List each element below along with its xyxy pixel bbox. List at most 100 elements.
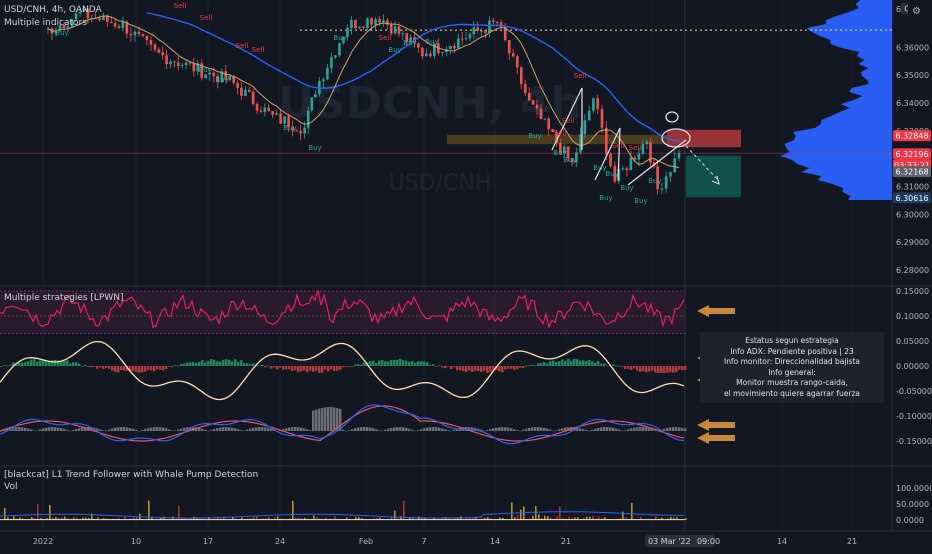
signal-bar <box>210 430 213 431</box>
candle-body <box>165 55 168 64</box>
symbol-title[interactable]: USD/CNH, 4h, OANDA <box>4 4 102 17</box>
momentum-bar <box>198 362 201 366</box>
volume-bar <box>520 510 522 520</box>
momentum-bar <box>630 366 633 370</box>
signal-bar <box>621 431 624 432</box>
momentum-bar <box>111 366 114 371</box>
date-axis-label: 7 <box>421 537 426 546</box>
current-time: 09:00 <box>697 537 720 546</box>
volume-pane-subtitle[interactable]: Vol <box>4 482 17 492</box>
candle-body <box>630 158 633 170</box>
signal-bar <box>504 427 507 431</box>
momentum-bar <box>459 366 462 370</box>
info-line: Monitor muestra rango-caida, <box>702 378 882 389</box>
signal-bar <box>48 427 51 431</box>
indicators-title[interactable]: Multiple indicators <box>4 17 102 30</box>
signal-bar <box>390 428 393 431</box>
signal-bar <box>159 427 162 431</box>
candle-body <box>354 20 357 28</box>
momentum-bar <box>576 359 579 366</box>
momentum-bar <box>549 361 552 366</box>
momentum-bar <box>303 366 306 370</box>
sell-signal: Sell <box>574 72 587 80</box>
buy-signal: Buy <box>425 38 438 46</box>
momentum-bar <box>252 363 255 366</box>
momentum-bar <box>237 362 240 366</box>
signal-bar <box>222 427 225 431</box>
volume-pane-title[interactable]: [blackcat] L1 Trend Follower with Whale … <box>4 470 258 480</box>
candle-body <box>665 176 668 188</box>
candle-body <box>185 63 188 66</box>
momentum-bar <box>249 364 252 366</box>
candle-body <box>248 90 251 92</box>
momentum-bar <box>597 361 600 366</box>
momentum-bar <box>42 360 45 366</box>
signal-bar <box>600 427 603 431</box>
candle-body <box>252 92 255 104</box>
signal-bar <box>27 428 30 431</box>
momentum-bar <box>537 363 540 366</box>
momentum-bar <box>534 365 537 366</box>
signal-bar <box>378 430 381 431</box>
momentum-bar <box>36 362 39 366</box>
signal-bar <box>303 428 306 431</box>
signal-bar <box>684 429 687 431</box>
momentum-bar <box>153 366 156 371</box>
momentum-bar <box>600 364 603 366</box>
candle-body <box>374 19 377 24</box>
candle-body <box>173 61 176 62</box>
signal-bar <box>177 430 180 431</box>
signal-bar <box>261 427 264 431</box>
candle-body <box>350 20 353 28</box>
candle-body <box>240 88 243 96</box>
signal-bar <box>258 427 261 431</box>
momentum-bar <box>0 366 3 367</box>
volume-bar <box>511 502 513 520</box>
signal-bar <box>588 431 591 432</box>
strategy-axis-tick: 0.00000 <box>896 362 929 371</box>
signal-bar <box>243 431 246 432</box>
candle-body <box>322 79 325 81</box>
signal-bar <box>486 430 489 431</box>
signal-bar <box>549 430 552 431</box>
signal-bar <box>669 427 672 431</box>
momentum-bar <box>624 366 627 369</box>
signal-bar <box>66 430 69 431</box>
signal-bar <box>201 429 204 431</box>
momentum-bar <box>234 359 237 366</box>
momentum-bar <box>474 366 477 371</box>
momentum-bar <box>654 366 657 373</box>
momentum-bar <box>132 366 135 371</box>
momentum-bar <box>678 366 681 370</box>
signal-bar <box>429 427 432 431</box>
momentum-bar <box>33 359 36 366</box>
signal-bar <box>663 429 666 431</box>
signal-bar <box>645 428 648 431</box>
momentum-bar <box>123 366 126 371</box>
candle-body <box>390 25 393 34</box>
momentum-bar <box>606 365 609 366</box>
momentum-bar <box>648 366 651 371</box>
candle-body <box>118 26 121 27</box>
momentum-bar <box>216 361 219 366</box>
signal-bar <box>288 428 291 431</box>
sell-signal: Sell <box>554 129 567 137</box>
candle-body <box>605 128 608 154</box>
momentum-bar <box>24 362 27 366</box>
signal-bar <box>237 429 240 431</box>
candle-body <box>130 34 133 36</box>
momentum-bar <box>339 366 342 370</box>
price-tag: 6.30616 <box>895 194 928 203</box>
strategies-pane-title[interactable]: Multiple strategies [LPWN] <box>4 293 124 303</box>
signal-bar <box>264 427 267 431</box>
momentum-bar <box>393 360 396 366</box>
momentum-bar <box>18 363 21 366</box>
signal-bar <box>204 430 207 431</box>
momentum-bar <box>138 366 141 373</box>
settings-icon[interactable]: ⚙ <box>908 2 928 18</box>
signal-bar <box>423 428 426 431</box>
momentum-bar <box>294 366 297 370</box>
strategy-axis-tick: -0.15000 <box>896 437 932 446</box>
